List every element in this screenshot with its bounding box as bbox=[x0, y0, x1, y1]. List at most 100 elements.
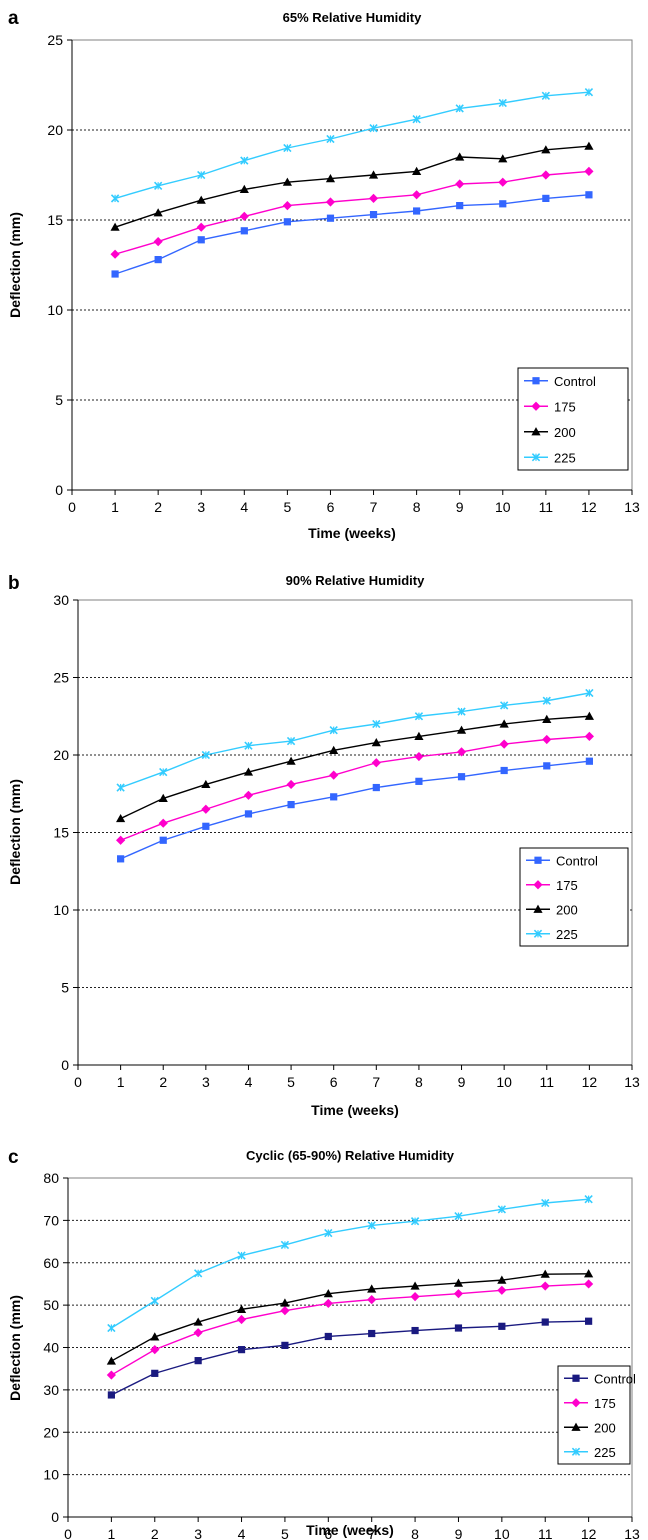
panel-a-series-225-point-4 bbox=[240, 156, 249, 165]
panel-a-series-225-point-1 bbox=[110, 194, 120, 203]
panel-a-series-control-point-2 bbox=[154, 256, 162, 264]
panel-a-letter: a bbox=[8, 8, 19, 29]
panel-a-series-control bbox=[111, 191, 593, 278]
panel-b-series-200-point-4 bbox=[243, 767, 254, 776]
panel-a-legend-item-225-marker bbox=[531, 453, 541, 462]
panel-b-series-225-point-1 bbox=[116, 783, 125, 792]
panel-a-series-225-point-8 bbox=[412, 115, 421, 124]
panel-c-legend-item-200-marker bbox=[571, 1422, 581, 1431]
panel-c-series-200-point-1 bbox=[106, 1356, 116, 1365]
panel-c-ytick-label-3: 30 bbox=[43, 1382, 59, 1398]
panel-c-xtick-label-8: 8 bbox=[411, 1526, 419, 1540]
panel-c-series-225-point-6 bbox=[324, 1228, 333, 1238]
panel-c-xtick-label-12: 12 bbox=[581, 1526, 597, 1540]
panel-c-ytick-label-5: 50 bbox=[43, 1297, 59, 1313]
panel-b-ytick-label-1: 5 bbox=[61, 980, 69, 996]
panel-b-series-175-point-4 bbox=[243, 790, 254, 800]
panel-b-series-175-point-12 bbox=[584, 731, 594, 741]
panel-a-series-175-point-7 bbox=[368, 193, 379, 203]
panel-c-series-200-point-7 bbox=[367, 1284, 377, 1293]
panel-b-series-225-point-2 bbox=[159, 767, 168, 777]
panel-a-series-control-point-10 bbox=[499, 200, 507, 208]
panel-c-x-axis-label: Time (weeks) bbox=[306, 1522, 394, 1538]
panel-c-xtick-label-4: 4 bbox=[238, 1526, 246, 1540]
panel-b-ytick-label-0: 0 bbox=[61, 1057, 69, 1073]
panel-a-xtick-label-2: 2 bbox=[154, 499, 162, 515]
panel-b-series-200-point-8 bbox=[414, 731, 424, 740]
panel-b-series-200-point-7 bbox=[371, 738, 381, 747]
panel-a-y-axis-label: Deflection (mm) bbox=[7, 212, 23, 318]
panel-b-series-175-point-6 bbox=[329, 770, 339, 780]
panel-a-ytick-label-2: 10 bbox=[47, 302, 63, 318]
panel-a-series-control-point-12 bbox=[585, 191, 593, 199]
panel-a-series-200-line bbox=[114, 145, 589, 228]
panel-b-ytick-label-3: 15 bbox=[53, 825, 69, 841]
panel-b-legend-item-225-label: 225 bbox=[556, 927, 578, 942]
panel-c-series-225-point-9 bbox=[454, 1211, 463, 1221]
panel-a-series-200-point-12 bbox=[584, 141, 594, 150]
panel-a-series-225-point-6 bbox=[326, 134, 335, 144]
panel-c-legend-item-175-label: 175 bbox=[594, 1396, 616, 1411]
panel-a-series-200-point-6 bbox=[325, 174, 336, 183]
panel-b-legend-item-control-marker bbox=[534, 856, 542, 864]
panel-b-series-225-point-5 bbox=[286, 736, 296, 746]
panel-a-legend-item-175-label: 175 bbox=[554, 399, 576, 414]
panel-a-series-control-point-6 bbox=[326, 214, 335, 222]
panel-c-ytick-label-1: 10 bbox=[43, 1467, 59, 1483]
panel-a-series-control-point-3 bbox=[197, 236, 205, 244]
panel-b-series-control-point-4 bbox=[244, 810, 253, 818]
panel-b-series-control-point-3 bbox=[202, 822, 210, 830]
panel-a-series-200-point-7 bbox=[368, 170, 379, 179]
panel-a-series-200-point-3 bbox=[196, 195, 206, 204]
panel-c-legend-item-175: 175 bbox=[564, 1396, 616, 1411]
panel-c-ytick-label-2: 20 bbox=[43, 1424, 59, 1440]
panel-a-series-control-point-8 bbox=[413, 207, 421, 215]
panel-a-series-175-line bbox=[114, 170, 589, 255]
panel-a-ytick-label-1: 5 bbox=[55, 392, 63, 408]
panel-c-y-axis-label: Deflection (mm) bbox=[7, 1295, 23, 1401]
panel-b-xtick-label-9: 9 bbox=[458, 1074, 466, 1090]
panel-c-series-225-point-1 bbox=[107, 1323, 116, 1333]
panel-b-legend-item-200-marker bbox=[533, 904, 543, 913]
panel-a-series-control-point-5 bbox=[283, 218, 291, 226]
panel-c-series-225-point-7 bbox=[367, 1221, 376, 1230]
panel-a-legend-item-200-label: 200 bbox=[554, 425, 576, 440]
panel-c-series-175-point-8 bbox=[410, 1292, 420, 1302]
panel-c-series-225-point-11 bbox=[541, 1198, 550, 1208]
panel-a-series-225-point-12 bbox=[584, 88, 594, 97]
panel-c-series-175-point-7 bbox=[367, 1295, 377, 1305]
panel-c-xtick-label-6: 6 bbox=[324, 1526, 332, 1540]
panel-a-ytick-label-4: 20 bbox=[47, 122, 63, 138]
panel-b-series-control-point-5 bbox=[287, 801, 295, 809]
panel-a-series-225-point-7 bbox=[369, 124, 378, 133]
panel-b-series-control-point-8 bbox=[415, 777, 423, 785]
panel-c-xtick-label-10: 10 bbox=[494, 1526, 510, 1540]
panel-b-ytick-label-4: 20 bbox=[53, 747, 69, 763]
panel-c-series-175-point-6 bbox=[323, 1298, 333, 1309]
panel-b-legend-item-control-label: Control bbox=[556, 853, 598, 868]
panel-b-series-225-point-10 bbox=[499, 701, 509, 710]
panel-a-xtick-label-4: 4 bbox=[240, 499, 248, 515]
panel-b-xtick-label-6: 6 bbox=[330, 1074, 338, 1090]
panel-c-legend-item-control-label: Control bbox=[594, 1371, 636, 1386]
panel-c-xtick-label-9: 9 bbox=[455, 1526, 463, 1540]
panel-c-series-200 bbox=[106, 1269, 594, 1365]
panel-c-series-control-point-3 bbox=[194, 1357, 202, 1365]
panel-c-series-225-point-4 bbox=[237, 1251, 246, 1260]
panel-b-series-200-line bbox=[120, 715, 590, 820]
panel-a-series-control-point-11 bbox=[542, 194, 550, 202]
panel-b-series-175-point-7 bbox=[371, 758, 381, 768]
panel-a-xtick-label-5: 5 bbox=[283, 499, 291, 515]
panel-a-x-axis-label: Time (weeks) bbox=[308, 525, 396, 541]
panel-c-series-175-point-1 bbox=[106, 1370, 116, 1380]
panel-b-series-175-point-1 bbox=[116, 835, 126, 845]
panel-a-xtick-label-3: 3 bbox=[197, 499, 205, 515]
panel-b-legend: Control 175 200 225 bbox=[519, 847, 629, 947]
panel-c-series-control-point-5 bbox=[281, 1341, 289, 1349]
panel-c-series-200-point-6 bbox=[323, 1289, 333, 1298]
panel-c-xtick-label-2: 2 bbox=[151, 1526, 159, 1540]
panel-b-series-175-point-3 bbox=[201, 804, 211, 814]
panel-b-xtick-label-12: 12 bbox=[582, 1074, 598, 1090]
panel-a-xtick-label-9: 9 bbox=[456, 499, 464, 515]
